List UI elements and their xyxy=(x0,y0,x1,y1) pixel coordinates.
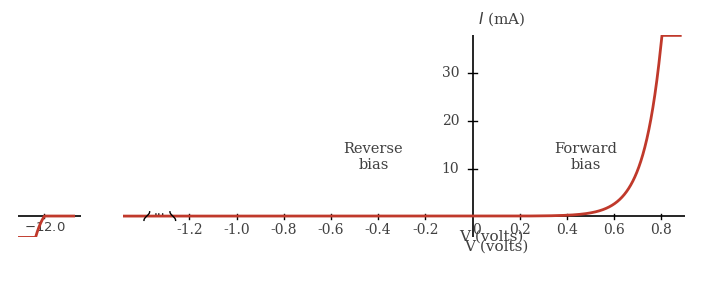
Text: $-12.0$: $-12.0$ xyxy=(23,221,65,234)
Text: ···: ··· xyxy=(154,209,165,222)
Text: 20: 20 xyxy=(441,114,459,128)
Text: Forward
bias: Forward bias xyxy=(555,142,617,172)
Text: V (volts): V (volts) xyxy=(464,240,528,254)
Text: -0.8: -0.8 xyxy=(270,223,297,237)
Text: 0.4: 0.4 xyxy=(556,223,578,237)
Text: V (volts): V (volts) xyxy=(459,230,524,243)
Text: 0.8: 0.8 xyxy=(650,223,672,237)
Text: 0.2: 0.2 xyxy=(509,223,531,237)
Text: 10: 10 xyxy=(441,162,459,176)
Text: -0.2: -0.2 xyxy=(412,223,439,237)
Text: 0: 0 xyxy=(472,223,481,237)
Text: $I$ (mA): $I$ (mA) xyxy=(479,11,526,28)
Text: 30: 30 xyxy=(441,66,459,81)
Text: -1.2: -1.2 xyxy=(176,223,203,237)
Text: -0.6: -0.6 xyxy=(318,223,344,237)
Text: Reverse
bias: Reverse bias xyxy=(344,142,403,172)
Text: -1.0: -1.0 xyxy=(223,223,250,237)
Text: -0.4: -0.4 xyxy=(365,223,391,237)
Text: 0.6: 0.6 xyxy=(603,223,625,237)
